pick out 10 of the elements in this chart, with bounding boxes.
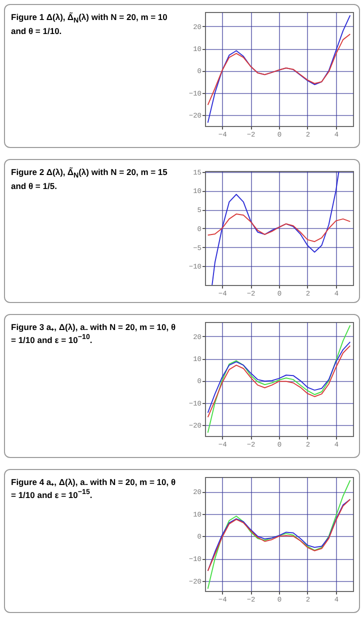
line-series — [207, 498, 351, 572]
chart-title: Figure 2 Δ(λ), Δ̃$_{N}$(λ) with N = 20, m = 15 and θ = 1/5. — [11, 167, 168, 191]
text: Figure 3 a₊, Δ(λ), a₋ with N = 20, m = 10, θ = 1/10 and ε = 10$^{−10}$. — [11, 321, 177, 347]
line-series — [207, 324, 351, 434]
line-series — [207, 34, 351, 106]
line-series — [207, 214, 351, 242]
line-series — [212, 171, 340, 285]
text: Figure 4 a₊, Δ(λ), a₋ with N = 20, m = 10, θ = 1/10 and ε = 10$^{−15}$. — [11, 476, 177, 502]
line-series — [207, 480, 351, 590]
chart-title: Figure 1 Δ(λ), Δ̃$_{N}$(λ) with N = 20, m = 10 and θ = 1/10. — [11, 12, 168, 36]
